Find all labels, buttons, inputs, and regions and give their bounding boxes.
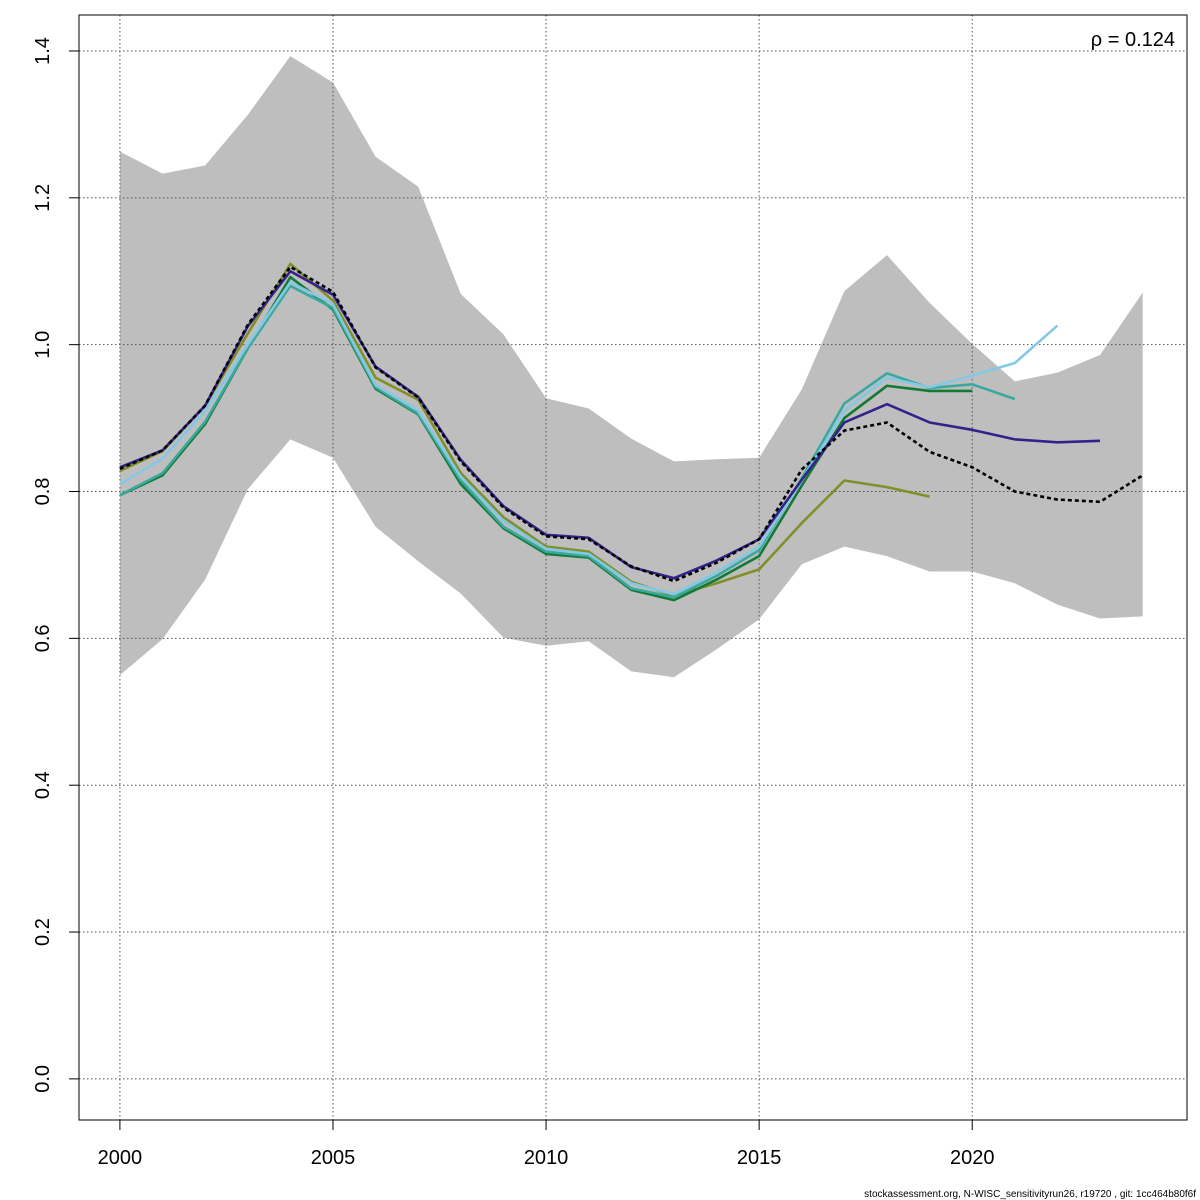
series-line [119,269,1101,580]
series-line [119,284,1016,599]
series-line [119,265,1144,583]
x-tick-label: 2015 [737,1147,782,1169]
y-tick-label: 1.4 [32,37,54,65]
rho-annotation: ρ = 0.124 [1091,29,1175,51]
y-tick-label: 0.6 [32,624,54,652]
y-tick-label: 1.0 [32,331,54,359]
series-line [119,280,1059,596]
x-tick-label: 2020 [950,1147,995,1169]
series-line [119,262,930,598]
plot-area [79,15,1187,1120]
x-tick-label: 2000 [98,1147,143,1169]
x-tick-label: 2005 [311,1147,356,1169]
confidence-band [119,56,1143,678]
y-tick-label: 0.8 [32,478,54,506]
plot-frame [78,14,1188,1121]
y-tick-label: 0.4 [32,771,54,799]
y-tick-label: 0.0 [32,1065,54,1093]
x-tick-label: 2010 [524,1147,569,1169]
y-tick-label: 1.2 [32,184,54,212]
y-tick-label: 0.2 [32,918,54,946]
footer: stockassessment.org, N-WISC_sensitivityr… [864,1189,1196,1200]
